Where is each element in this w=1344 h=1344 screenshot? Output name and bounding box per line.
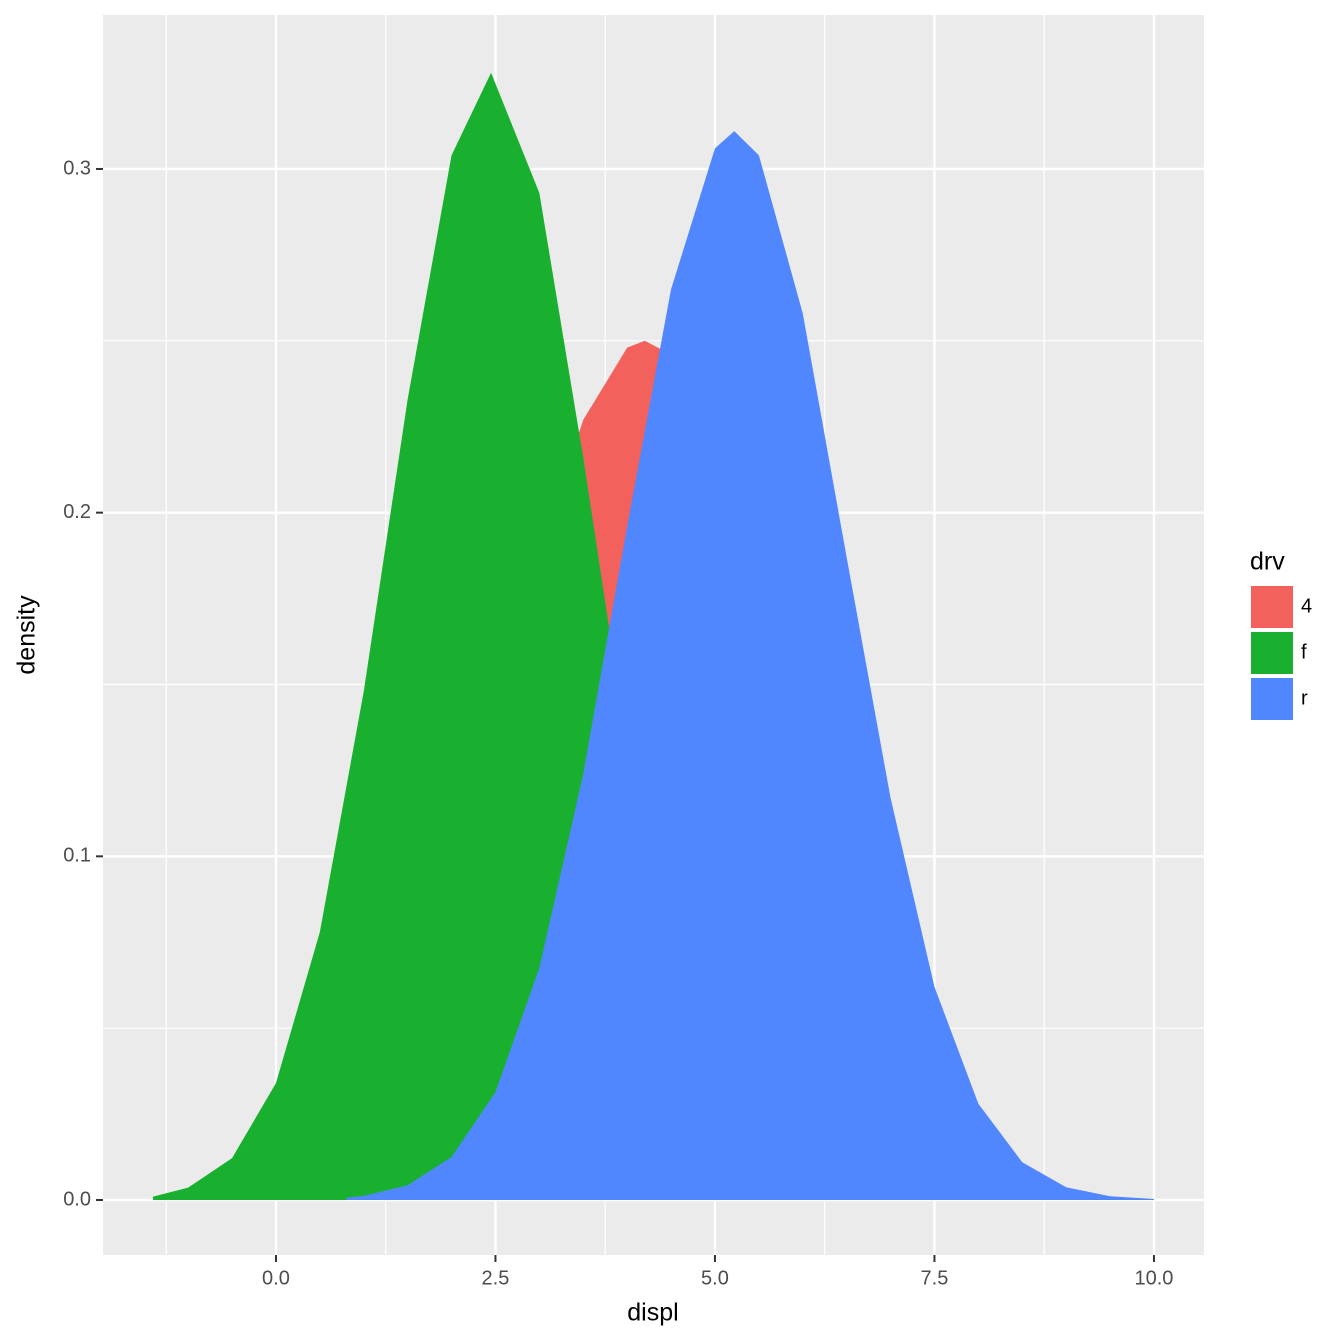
density-area <box>346 131 1154 1201</box>
legend-label: 4 <box>1301 595 1312 617</box>
legend-key <box>1251 586 1293 628</box>
legend-key <box>1251 678 1293 720</box>
x-tick-label: 0.0 <box>262 1267 290 1289</box>
legend: 4 f r <box>1251 586 1312 720</box>
x-tick-label: 7.5 <box>921 1267 949 1289</box>
x-tick-label: 10.0 <box>1134 1267 1173 1289</box>
legend-label: r <box>1301 687 1308 709</box>
y-tick-label: 0.0 <box>63 1188 91 1210</box>
y-tick-label: 0.3 <box>63 157 91 179</box>
x-tick-label: 2.5 <box>482 1267 510 1289</box>
x-tick-label: 5.0 <box>701 1267 729 1289</box>
legend-title: drv <box>1250 548 1285 576</box>
density-area <box>153 72 847 1201</box>
axes: 0.0 2.5 5.0 7.5 10.0 0.0 0.1 0.2 0.3 <box>63 157 1173 1289</box>
x-axis-title: displ <box>627 1299 678 1327</box>
y-axis-title: density <box>13 595 41 675</box>
y-tick-label: 0.2 <box>63 501 91 523</box>
legend-label: f <box>1301 641 1307 663</box>
areas <box>153 72 1154 1201</box>
y-tick-label: 0.1 <box>63 845 91 867</box>
legend-key <box>1251 632 1293 674</box>
